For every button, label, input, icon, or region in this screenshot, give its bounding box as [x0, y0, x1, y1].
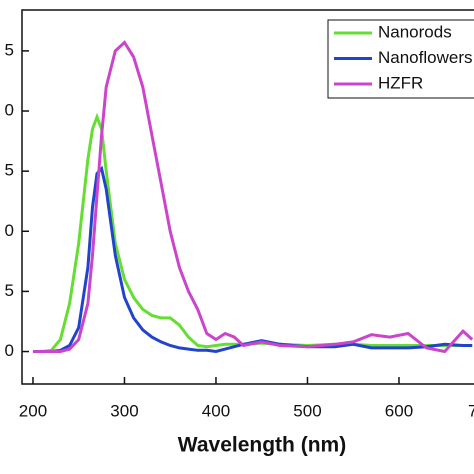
x-tick-label: 300	[110, 401, 138, 420]
x-tick-label: 200	[19, 401, 47, 420]
series-line	[33, 112, 473, 353]
plot-frame	[21, 9, 474, 385]
series-line	[33, 165, 473, 354]
legend-label: Nanorods	[378, 22, 452, 41]
x-axis-label: Wavelength (nm)	[178, 434, 346, 457]
y-tick-label: 0	[5, 221, 14, 240]
series-line	[33, 40, 474, 354]
y-tick-label: 5	[5, 161, 14, 180]
x-tick-label: 500	[293, 401, 321, 420]
x-tick-label: 400	[202, 401, 230, 420]
y-tick-label: 5	[5, 281, 14, 300]
y-tick-label: 5	[5, 40, 14, 59]
legend-label: Nanoflowers	[378, 48, 473, 67]
x-tick-label: 7	[468, 401, 474, 420]
y-tick-label: 0	[5, 101, 14, 120]
legend-label: HZFR	[378, 73, 423, 92]
y-tick-label: 0	[5, 341, 14, 360]
x-tick-label: 600	[385, 401, 413, 420]
